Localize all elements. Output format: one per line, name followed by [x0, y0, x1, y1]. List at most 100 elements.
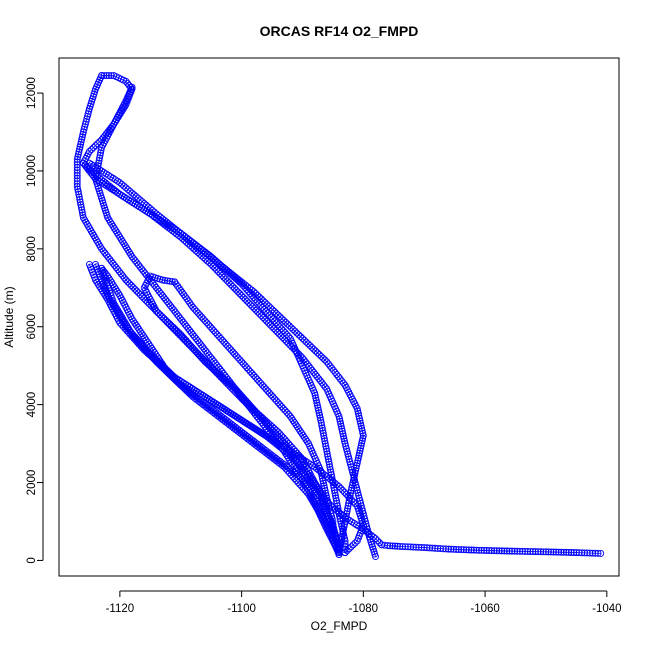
- data-point: [401, 543, 409, 551]
- data-point: [232, 385, 239, 393]
- data-point: [239, 360, 247, 368]
- data-point: [73, 174, 81, 182]
- data-point: [542, 548, 550, 556]
- data-point: [216, 270, 224, 278]
- data-point: [339, 528, 347, 536]
- data-point: [302, 338, 310, 346]
- data-point: [273, 432, 281, 440]
- y-tick-label: 10000: [26, 155, 38, 187]
- data-point: [173, 378, 181, 386]
- data-point: [203, 360, 211, 367]
- data-point: [252, 290, 260, 297]
- data-point: [323, 447, 331, 455]
- data-point: [330, 366, 337, 374]
- data-point: [317, 416, 325, 424]
- data-point: [358, 439, 366, 447]
- data-point: [160, 365, 168, 373]
- data-point: [311, 389, 319, 397]
- data-point: [255, 293, 263, 301]
- data-point: [219, 336, 226, 344]
- data-point: [321, 487, 329, 495]
- data-point: [213, 368, 220, 376]
- data-point: [339, 430, 347, 438]
- data-point: [283, 408, 291, 416]
- data-point: [250, 304, 258, 312]
- data-point: [342, 445, 350, 453]
- data-point: [354, 489, 362, 497]
- data-point: [362, 520, 370, 528]
- data-point: [284, 339, 292, 347]
- data-point: [325, 460, 333, 468]
- data-point: [76, 198, 84, 206]
- data-point: [341, 437, 348, 445]
- data-point: [130, 333, 138, 340]
- data-point: [265, 319, 272, 327]
- data-point: [239, 293, 247, 301]
- data-point: [555, 548, 563, 556]
- data-point: [322, 489, 330, 497]
- y-tick-label: 6000: [26, 314, 38, 340]
- data-point: [187, 342, 195, 350]
- data-point: [235, 389, 243, 397]
- data-point: [363, 523, 371, 531]
- data-point: [214, 268, 222, 276]
- data-point: [225, 279, 233, 287]
- data-point: [326, 507, 334, 515]
- data-point: [152, 358, 160, 366]
- data-point: [562, 548, 570, 556]
- data-point: [498, 547, 506, 555]
- data-point: [73, 161, 81, 169]
- data-point: [205, 259, 213, 267]
- data-point: [287, 324, 295, 332]
- data-point: [81, 120, 89, 128]
- data-point: [210, 327, 218, 335]
- data-point: [339, 531, 346, 538]
- data-point: [357, 502, 365, 510]
- data-point: [361, 518, 369, 525]
- data-point: [229, 282, 237, 290]
- data-point: [328, 512, 336, 520]
- data-point: [361, 515, 369, 523]
- data-point: [335, 510, 343, 518]
- data-point: [325, 360, 332, 368]
- data-point: [457, 546, 465, 554]
- data-point: [255, 377, 263, 385]
- data-point: [334, 502, 341, 510]
- data-point: [238, 292, 246, 300]
- data-point: [269, 315, 277, 323]
- data-point: [321, 356, 329, 364]
- data-point: [376, 539, 384, 547]
- data-point: [343, 447, 351, 455]
- data-point: [107, 72, 115, 79]
- data-point: [224, 342, 232, 350]
- data-point: [266, 424, 274, 432]
- data-point: [88, 146, 95, 153]
- data-point: [278, 403, 286, 411]
- data-point: [76, 143, 84, 151]
- data-point: [238, 358, 246, 366]
- data-point: [120, 182, 128, 190]
- data-point: [336, 512, 343, 520]
- data-point: [227, 346, 235, 354]
- data-point: [211, 366, 219, 374]
- data-point: [229, 348, 237, 356]
- data-point: [220, 338, 228, 346]
- data-point: [140, 294, 148, 302]
- data-point: [337, 538, 345, 546]
- data-point: [391, 542, 399, 550]
- data-point: [92, 171, 99, 179]
- data-point: [256, 310, 263, 318]
- data-point: [594, 549, 602, 557]
- data-point: [326, 463, 334, 471]
- data-point: [267, 313, 275, 321]
- data-point: [326, 505, 333, 512]
- data-point: [340, 525, 348, 533]
- data-point: [271, 317, 279, 325]
- data-point: [321, 484, 329, 492]
- data-point: [295, 350, 303, 358]
- data-point: [100, 72, 108, 79]
- data-point: [139, 342, 146, 350]
- data-point: [242, 397, 250, 405]
- data-point: [355, 494, 363, 502]
- flight-segment: [98, 264, 343, 553]
